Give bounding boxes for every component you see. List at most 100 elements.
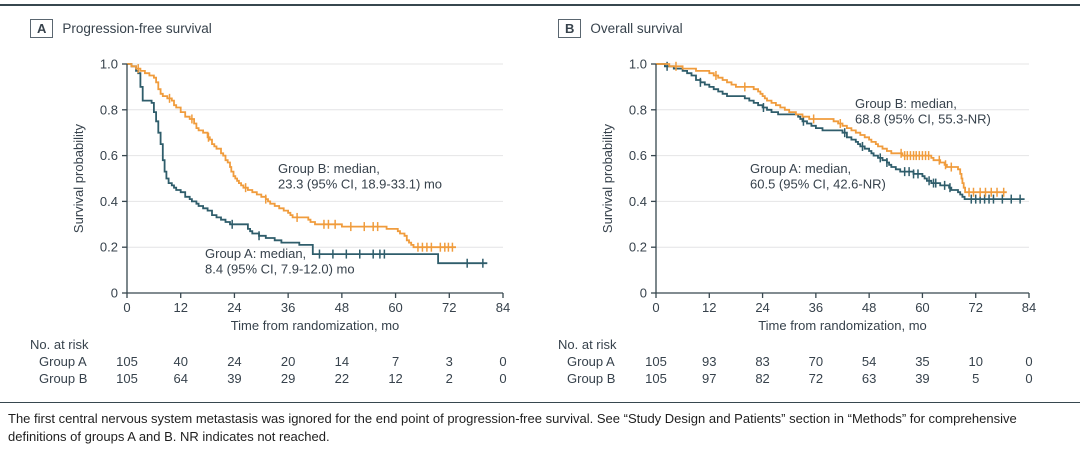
risk-count: 5 [972,371,980,386]
panel-b-title: Overall survival [590,20,683,36]
svg-text:72: 72 [442,300,456,315]
risk-count: 39 [915,371,930,386]
svg-text:0: 0 [652,300,659,315]
axes [655,64,1029,294]
figure-caption: The first central nervous system metasta… [0,402,1080,446]
svg-text:12: 12 [702,300,716,315]
risk-row-label: Group A [39,354,87,369]
risk-count: 83 [755,354,770,369]
risk-count: 105 [116,354,138,369]
grid-lines [127,63,503,248]
risk-count: 39 [227,371,242,386]
svg-text:24: 24 [755,300,769,315]
risk-table-label: No. at risk [30,337,89,352]
svg-text:0.6: 0.6 [629,148,647,163]
svg-text:36: 36 [281,300,295,315]
svg-text:0.8: 0.8 [100,102,118,117]
svg-text:12: 12 [173,300,187,315]
axes [126,64,503,294]
svg-text:60: 60 [915,300,929,315]
svg-text:36: 36 [809,300,823,315]
svg-text:0: 0 [123,300,130,315]
median-annotation-1: Group A: median, 8.4 (95% CI, 7.9-12.0) m… [205,246,355,277]
svg-text:48: 48 [335,300,349,315]
svg-text:0: 0 [640,286,647,301]
svg-text:0.4: 0.4 [100,194,118,209]
y-axis-title: Survival probability [71,123,86,233]
risk-count: 0 [1025,354,1033,369]
risk-count: 7 [391,354,400,369]
svg-text:24: 24 [227,300,241,315]
y-ticks: 1.0 0.8 0.6 0.4 0.2 0 [629,57,656,301]
censor-marks-group-b [137,64,454,252]
km-plot-a: 1.0 0.8 0.6 0.4 0.2 00 12 24 36 48 60 72 84 Time from… [71,57,510,334]
km-curve-group-b [127,63,456,249]
svg-text:72: 72 [968,300,982,315]
svg-text:48: 48 [862,300,876,315]
km-curve-group-a [656,63,1025,200]
panel-a-letter: A [30,18,54,38]
risk-count: 105 [645,371,667,386]
svg-text:0.2: 0.2 [629,240,647,255]
svg-text:0.6: 0.6 [100,148,118,163]
risk-count: 40 [173,354,188,369]
censor-marks-group-a [666,61,1021,204]
svg-text:0.2: 0.2 [100,240,118,255]
median-annotation-0: Group B: median, 23.3 (95% CI, 18.9-33.1)… [278,161,442,192]
panels-row: A Progression-free survival 1.0 0.8 0.6 0.4… [0,16,1080,392]
caption-text: The first central nervous system metasta… [8,411,1017,444]
risk-count: 105 [645,354,667,369]
risk-table-b: No. at risk Group A 105 93 83 70 54 35 10 0 Group … [540,336,1080,392]
risk-count: 14 [334,354,350,369]
censor-marks-group-a [231,219,484,268]
risk-count: 3 [445,354,453,369]
risk-count: 0 [499,371,507,386]
panel-a: A Progression-free survival 1.0 0.8 0.6 0.4… [0,16,540,392]
risk-count: 29 [280,371,296,386]
panel-b-letter: B [558,18,582,38]
risk-count: 93 [702,354,717,369]
risk-count: 64 [173,371,188,386]
median-annotation-0: Group B: median, 68.8 (95% CI, 55.3-NR) [855,96,991,127]
km-plot-b: 1.0 0.8 0.6 0.4 0.2 00 12 24 36 48 60 72 84 Time from… [600,57,1036,334]
risk-count: 2 [445,371,453,386]
risk-count: 20 [280,354,296,369]
risk-count: 0 [1025,371,1033,386]
risk-count: 63 [861,371,877,386]
risk-table-label: No. at risk [558,337,617,352]
censor-marks-group-b [675,61,1005,197]
top-rule [0,4,1080,6]
grid-lines [656,63,1029,248]
svg-text:0: 0 [111,286,118,301]
y-axis-title: Survival probability [600,123,615,233]
risk-count: 82 [755,371,770,386]
x-ticks: 0 12 24 36 48 60 72 84 [123,293,510,315]
km-curve-group-a [127,63,488,265]
x-axis-title: Time from randomization, mo [758,318,927,333]
risk-count: 22 [334,371,350,386]
risk-count: 54 [861,354,877,369]
svg-text:1.0: 1.0 [629,57,647,72]
x-axis-title: Time from randomization, mo [231,318,400,333]
risk-count: 24 [227,354,242,369]
y-ticks: 1.0 0.8 0.6 0.4 0.2 0 [100,57,127,301]
svg-text:84: 84 [1022,300,1036,315]
median-annotation-1: Group A: median, 60.5 (95% CI, 42.6-NR) [750,161,886,192]
svg-text:84: 84 [496,300,510,315]
risk-row-label: Group B [39,371,88,386]
risk-count: 35 [915,354,930,369]
svg-text:0.4: 0.4 [629,194,647,209]
risk-count: 97 [702,371,717,386]
panel-b: B Overall survival 1.0 0.8 0.6 0.4 0.2 0 0 12 24… [540,16,1080,392]
svg-text:0.8: 0.8 [629,102,647,117]
risk-row-label: Group A [567,354,615,369]
risk-count: 0 [499,354,507,369]
svg-text:1.0: 1.0 [100,57,118,72]
risk-count: 105 [116,371,138,386]
panel-a-title: Progression-free survival [62,20,212,36]
svg-text:60: 60 [388,300,402,315]
panel-b-header: B Overall survival [540,16,1080,40]
risk-count: 12 [388,371,403,386]
